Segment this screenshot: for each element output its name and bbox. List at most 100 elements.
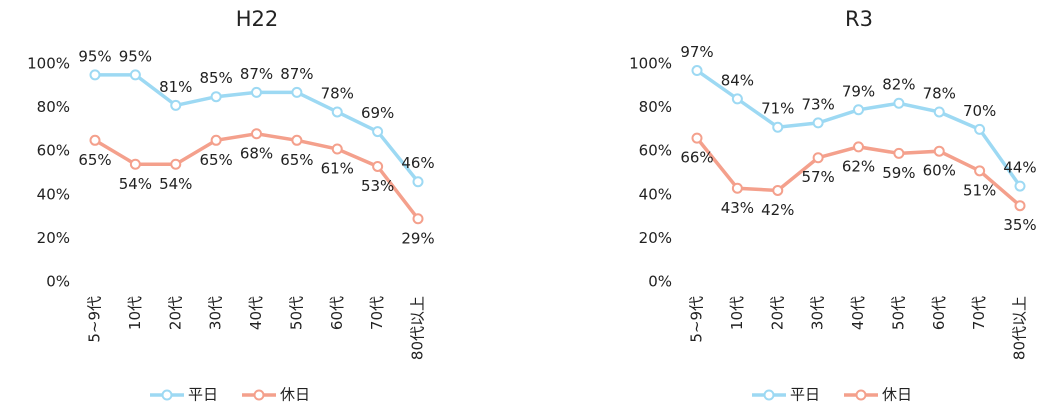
chart-title: R3 xyxy=(845,7,873,31)
marker xyxy=(291,134,303,146)
y-tick-label: 60% xyxy=(639,142,672,160)
data-label: 57% xyxy=(801,168,834,186)
data-label: 65% xyxy=(280,151,313,169)
legend-label: 休日 xyxy=(280,386,310,404)
marker xyxy=(412,176,424,188)
marker xyxy=(129,158,141,170)
marker xyxy=(1014,200,1026,212)
data-label: 71% xyxy=(761,100,794,118)
data-label: 62% xyxy=(842,157,875,175)
data-label: 70% xyxy=(963,102,996,120)
x-tick-label: 40代 xyxy=(247,296,265,330)
data-label: 84% xyxy=(721,71,754,89)
y-tick-label: 100% xyxy=(629,55,672,73)
marker xyxy=(170,99,182,111)
data-label: 97% xyxy=(680,43,713,61)
x-tick-label: 70代 xyxy=(970,296,988,330)
marker xyxy=(1014,180,1026,192)
chart: R3 0% 20% 40% 60% 80% 100% 5~9代 10代 20代 30代 40代 50代 6… xyxy=(629,7,1037,404)
y-tick-label: 100% xyxy=(27,55,70,73)
marker xyxy=(731,93,743,105)
marker xyxy=(251,128,262,140)
y-tick-label: 20% xyxy=(639,229,672,247)
x-tick-label: 60代 xyxy=(930,296,948,330)
legend-marker xyxy=(161,389,173,401)
data-label: 73% xyxy=(801,95,834,113)
data-label: 68% xyxy=(240,144,273,162)
x-tick-label: 80代以上 xyxy=(1011,296,1029,360)
marker xyxy=(893,147,905,159)
marker xyxy=(772,184,784,196)
marker xyxy=(853,141,864,153)
data-label: 95% xyxy=(78,47,111,65)
legend-marker xyxy=(855,389,867,401)
x-tick-label: 30代 xyxy=(809,296,827,330)
marker xyxy=(691,65,703,77)
y-tick-label: 0% xyxy=(46,273,70,291)
data-label: 87% xyxy=(240,65,273,83)
data-label: 54% xyxy=(119,175,152,193)
marker xyxy=(812,117,824,129)
data-label: 87% xyxy=(280,65,313,83)
marker xyxy=(129,69,141,81)
data-label: 61% xyxy=(321,160,354,178)
x-tick-label: 50代 xyxy=(889,296,907,330)
data-label: 79% xyxy=(842,82,875,100)
x-tick-label: 70代 xyxy=(368,296,386,330)
y-tick-label: 20% xyxy=(37,229,70,247)
y-tick-label: 60% xyxy=(37,142,70,160)
marker xyxy=(412,213,424,225)
y-tick-label: 40% xyxy=(639,185,672,203)
x-tick-label: 5~9代 xyxy=(86,296,104,343)
marker xyxy=(331,143,343,155)
data-label: 43% xyxy=(721,199,754,217)
marker xyxy=(974,123,986,135)
x-tick-label: 80代以上 xyxy=(409,296,427,360)
y-tick-label: 40% xyxy=(37,185,70,203)
marker xyxy=(372,160,384,172)
marker xyxy=(812,152,824,164)
data-label: 60% xyxy=(923,162,956,180)
marker xyxy=(933,145,945,157)
marker xyxy=(853,104,864,116)
data-label: 82% xyxy=(882,76,915,94)
marker xyxy=(210,91,222,103)
data-label: 78% xyxy=(923,84,956,102)
x-tick-label: 40代 xyxy=(849,296,867,330)
y-tick-label: 0% xyxy=(648,273,672,291)
marker xyxy=(731,182,743,194)
marker xyxy=(772,121,784,133)
x-tick-label: 5~9代 xyxy=(688,296,706,343)
data-label: 53% xyxy=(361,177,394,195)
data-label: 65% xyxy=(199,151,232,169)
data-label: 78% xyxy=(321,84,354,102)
marker xyxy=(89,134,101,146)
y-tick-label: 80% xyxy=(639,98,672,116)
data-label: 81% xyxy=(159,78,192,96)
chart: H22 0% 20% 40% 60% 80% 100% 5~9代 10代 20代 30代 40代 50代… xyxy=(27,7,435,404)
legend-label: 平日 xyxy=(790,386,820,404)
x-tick-label: 20代 xyxy=(768,296,786,330)
legend-marker xyxy=(763,389,775,401)
legend-marker xyxy=(253,389,265,401)
marker xyxy=(691,132,703,144)
marker xyxy=(331,106,343,118)
data-label: 69% xyxy=(361,104,394,122)
marker xyxy=(291,86,303,98)
marker xyxy=(170,158,182,170)
data-label: 35% xyxy=(1003,216,1036,234)
marker xyxy=(372,126,384,138)
data-label: 66% xyxy=(680,149,713,167)
x-tick-label: 60代 xyxy=(328,296,346,330)
data-label: 65% xyxy=(78,151,111,169)
x-tick-label: 10代 xyxy=(728,296,746,330)
data-label: 51% xyxy=(963,181,996,199)
data-label: 29% xyxy=(401,229,434,247)
data-label: 42% xyxy=(761,201,794,219)
legend-label: 休日 xyxy=(882,386,912,404)
data-label: 85% xyxy=(199,69,232,87)
y-tick-label: 80% xyxy=(37,98,70,116)
marker xyxy=(933,106,945,118)
x-tick-label: 50代 xyxy=(287,296,305,330)
